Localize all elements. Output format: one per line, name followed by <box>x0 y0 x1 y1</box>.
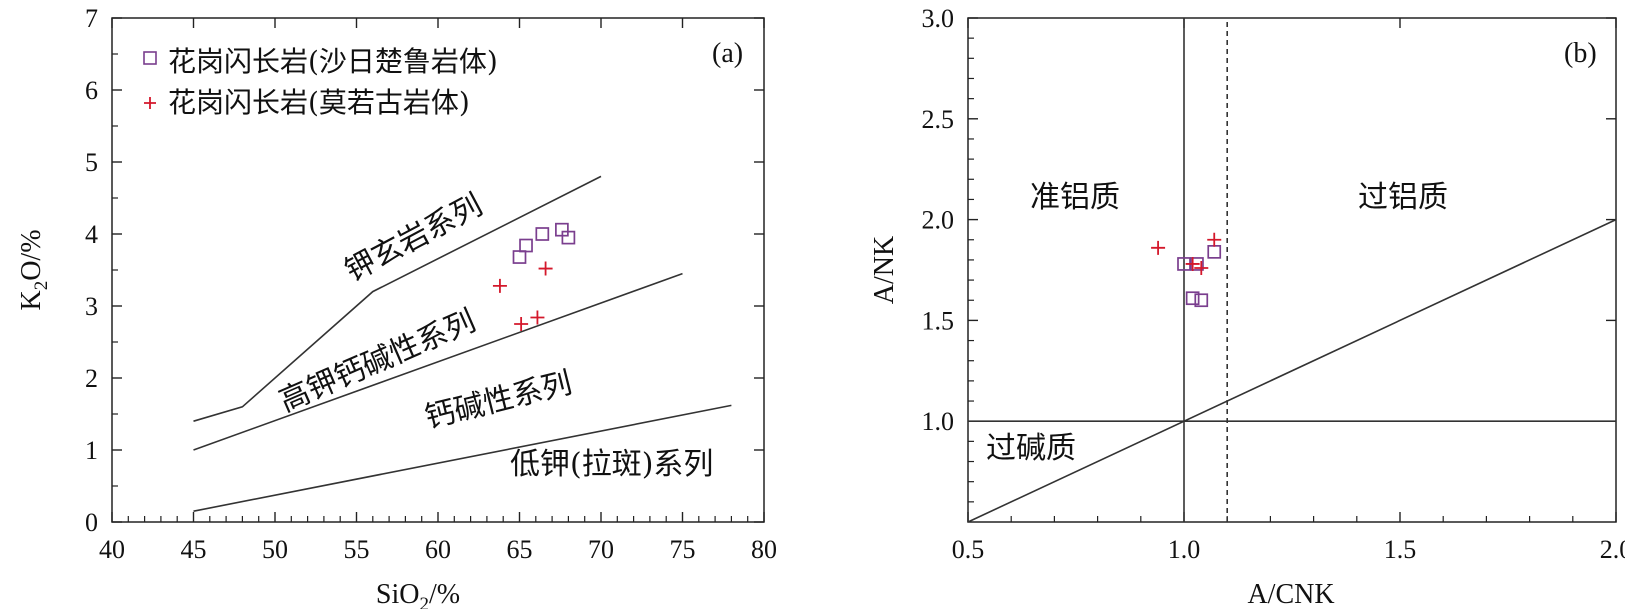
y-tick-label: 2 <box>85 364 98 393</box>
region-shoshonite-label: 钾玄岩系列 <box>339 188 488 289</box>
data-point-plus <box>530 310 545 325</box>
panel-b-x-axis-title: A/CNK <box>1247 579 1334 609</box>
data-point-square <box>512 250 527 264</box>
x-tick-label: 70 <box>588 535 614 564</box>
x-tick-label: 75 <box>670 535 696 564</box>
region-low-k-tholeiite-label: 低钾(拉斑)系列 <box>510 447 713 482</box>
legend: 花岗闪长岩(沙日楚鲁岩体) 花岗闪长岩(莫若古岩体) <box>143 45 498 119</box>
x-tick-label: 1.0 <box>1168 535 1201 564</box>
y-tick-label: 1 <box>85 436 98 465</box>
x-tick-label: 50 <box>262 535 288 564</box>
panel-a-y-axis-title: K2O/% <box>16 229 52 310</box>
boundary-line <box>193 175 602 422</box>
data-point-square <box>535 227 550 241</box>
data-point-plus <box>1151 240 1166 255</box>
y-tick-label: 2.5 <box>922 105 955 134</box>
region-peralkaline-label: 过碱质 <box>986 431 1076 466</box>
y-tick-label: 5 <box>85 148 98 177</box>
legend-square-marker <box>143 51 157 65</box>
panel-b: 0.51.01.52.01.01.52.02.53.0 (b) 准铝质 过铝质 … <box>869 4 1625 609</box>
boundary-line <box>193 272 683 451</box>
data-point-square <box>519 238 533 253</box>
region-peraluminous-label: 过铝质 <box>1358 180 1448 215</box>
legend-label-1: 花岗闪长岩(沙日楚鲁岩体) <box>168 45 498 78</box>
panel-a-points <box>492 222 576 331</box>
x-tick-label: 2.0 <box>1600 535 1625 564</box>
y-tick-label: 4 <box>85 220 98 249</box>
x-tick-label: 60 <box>425 535 451 564</box>
y-tick-label: 2.0 <box>922 206 955 235</box>
panel-a-x-axis-title: SiO2/% <box>376 579 460 609</box>
panel-b-tag: (b) <box>1564 38 1597 69</box>
data-point-square <box>1185 291 1200 306</box>
panel-b-tick-labels: 0.5 1.0 1.5 2.0 1.0 1.5 2.0 2.5 3.0 <box>922 4 1625 564</box>
y-tick-label: 7 <box>85 4 98 33</box>
y-tick-label: 6 <box>85 76 98 105</box>
x-tick-label: 0.5 <box>952 535 985 564</box>
data-point-plus <box>514 317 529 331</box>
data-point-square <box>561 230 576 245</box>
x-tick-label: 40 <box>99 535 125 564</box>
data-point-square <box>1207 245 1222 259</box>
y-tick-label: 1.0 <box>922 407 955 436</box>
data-point-plus <box>538 261 553 276</box>
data-point-square <box>1194 293 1209 308</box>
panel-b-frame <box>967 17 1617 523</box>
y-tick-label: 3.0 <box>922 4 955 33</box>
panel-b-points <box>1151 232 1222 308</box>
x-tick-label: 80 <box>751 535 777 564</box>
x-tick-label: 65 <box>507 535 533 564</box>
region-calc-alkaline-label: 钙碱性系列 <box>421 366 575 436</box>
panel-a-boundary-lines <box>193 175 732 512</box>
data-point-plus <box>1194 260 1209 275</box>
data-point-plus <box>492 278 507 293</box>
y-tick-label: 3 <box>85 292 98 321</box>
legend-plus-marker <box>144 97 156 109</box>
boundary-line <box>967 218 1617 523</box>
x-tick-label: 45 <box>181 535 207 564</box>
panel-a-ticks <box>111 17 765 523</box>
data-point-plus <box>1185 256 1200 271</box>
data-point-plus <box>1207 232 1222 247</box>
legend-label-2: 花岗闪长岩(莫若古岩体) <box>168 86 470 119</box>
x-tick-label: 55 <box>344 535 370 564</box>
region-metaluminous-label: 准铝质 <box>1030 180 1120 215</box>
y-tick-label: 1.5 <box>922 306 955 335</box>
boundary-line <box>193 404 732 512</box>
panel-a-tag: (a) <box>712 38 743 69</box>
x-tick-label: 1.5 <box>1384 535 1417 564</box>
panel-b-y-axis-title: A/NK <box>869 236 900 304</box>
y-tick-label: 0 <box>85 508 98 537</box>
